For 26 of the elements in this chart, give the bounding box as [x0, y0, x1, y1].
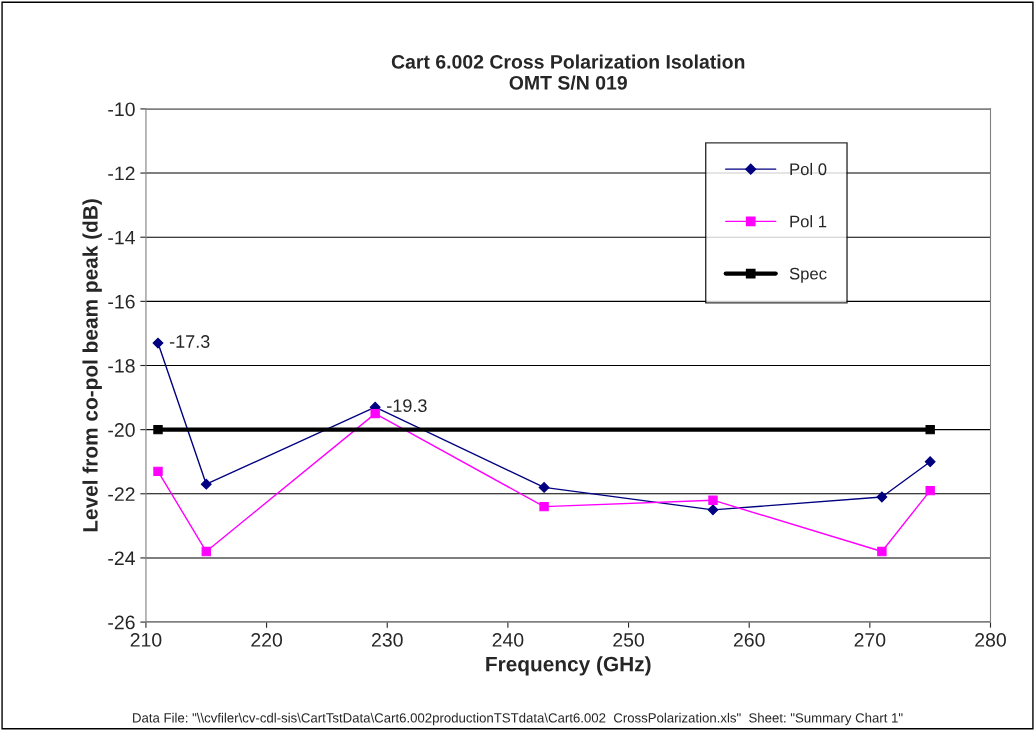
legend-label: Pol 0 [790, 162, 827, 176]
y-tick-label: -16 [108, 294, 135, 309]
data-label: -19.3 [387, 399, 427, 413]
x-tick-label: 270 [854, 633, 886, 647]
x-tick-label: 260 [733, 633, 765, 647]
y-tick-label: -10 [108, 102, 135, 117]
y-tick-label: -26 [108, 615, 135, 630]
x-tick-label: 230 [372, 633, 403, 647]
data-label: -17.3 [169, 335, 210, 348]
x-tick-label: 240 [492, 633, 524, 647]
legend-label: Spec [789, 267, 827, 283]
y-tick-label: -12 [108, 166, 135, 181]
y-tick-label: -20 [108, 423, 135, 437]
x-tick-label: 280 [975, 633, 1006, 647]
legend-label: Pol 1 [790, 215, 827, 228]
x-tick-label: 210 [130, 633, 162, 647]
y-tick-label: -24 [108, 551, 135, 565]
text: Data File: "\\cvfiler\cv-cdl-sis\CartTstData\Cart6.002productionTSTdata\Cart6.002 CrossPolarization.xls" Sheet: "Summary Chart 1" [133, 712, 903, 726]
x-tick-label: 250 [613, 633, 644, 647]
y-tick-label: -22 [108, 487, 135, 501]
chart-title: Cart 6.002 Cross Polarization Isolation OMT S/N 019 [391, 54, 745, 90]
y-tick-label: -14 [108, 230, 135, 245]
x-tick-label: 220 [251, 633, 283, 647]
y-axis-title: Level from co-pol beam peak (dB) [82, 199, 102, 532]
x-axis-title: Frequency (GHz) [486, 656, 651, 676]
y-tick-label: -18 [108, 358, 135, 373]
